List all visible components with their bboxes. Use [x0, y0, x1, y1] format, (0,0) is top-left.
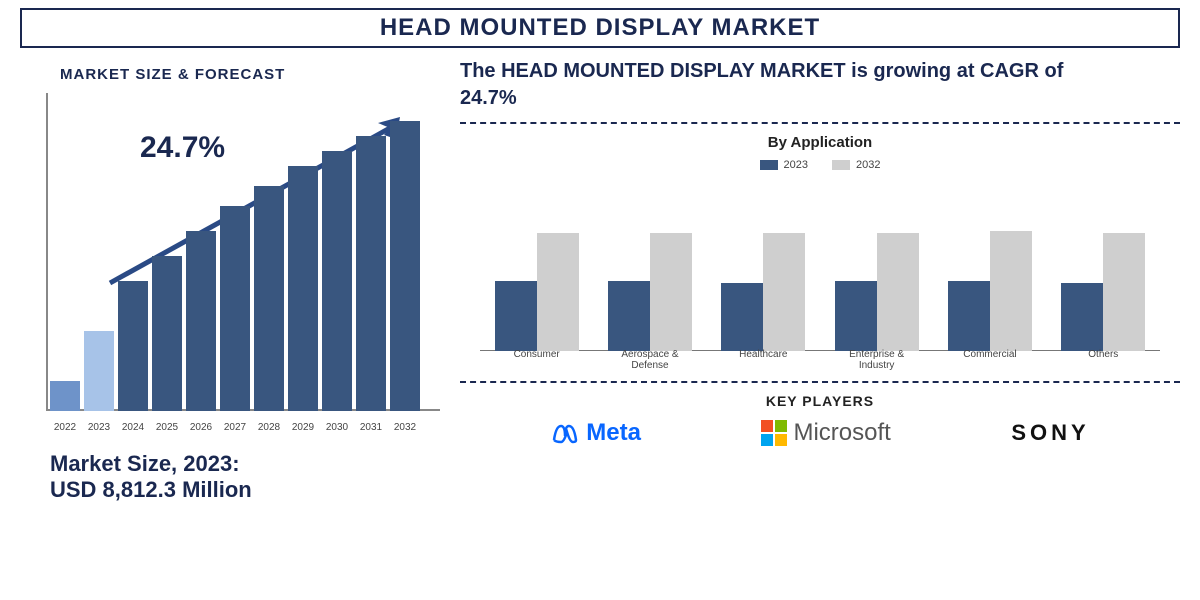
application-bar-group	[835, 233, 919, 351]
legend-label: 2032	[856, 159, 880, 171]
market-size-label: Market Size, 2023:	[50, 451, 440, 477]
forecast-bar	[356, 136, 386, 411]
application-bar-group	[721, 233, 805, 351]
forecast-bar	[186, 231, 216, 411]
player-microsoft: Microsoft	[761, 419, 890, 447]
forecast-bar	[84, 331, 114, 411]
legend-item: 2023	[760, 159, 808, 171]
forecast-bar	[322, 151, 352, 411]
forecast-bars	[50, 111, 440, 411]
application-bar-2023	[1061, 283, 1103, 351]
forecast-bar	[390, 121, 420, 411]
meta-logo-icon	[550, 422, 580, 444]
forecast-year-label: 2026	[186, 422, 216, 433]
application-bars	[480, 201, 1160, 351]
application-bar-2032	[650, 233, 692, 351]
application-bar-2023	[721, 283, 763, 351]
forecast-bar	[254, 186, 284, 411]
application-chart: Consumer Aerospace & Defense Healthcare Ent…	[470, 191, 1170, 371]
legend-item: 2032	[832, 159, 880, 171]
application-chart-title: By Application	[460, 134, 1180, 151]
player-microsoft-text: Microsoft	[793, 419, 890, 447]
divider-2	[460, 381, 1180, 383]
microsoft-logo-icon	[761, 420, 787, 446]
application-bar-2032	[877, 233, 919, 351]
application-bar-group	[495, 233, 579, 351]
application-bar-2023	[608, 281, 650, 351]
divider-1	[460, 122, 1180, 124]
main-columns: MARKET SIZE & FORECAST 24.7% 20222023202…	[20, 58, 1180, 503]
legend-label: 2023	[784, 159, 808, 171]
forecast-year-label: 2032	[390, 422, 420, 433]
application-bar-2023	[948, 281, 990, 351]
right-column: The HEAD MOUNTED DISPLAY MARKET is growi…	[460, 58, 1180, 503]
forecast-year-label: 2022	[50, 422, 80, 433]
market-size-value: USD 8,812.3 Million	[50, 477, 440, 503]
forecast-chart: 24.7% 2022202320242025202620272028202920…	[20, 93, 440, 433]
forecast-year-label: 2029	[288, 422, 318, 433]
forecast-bar	[152, 256, 182, 411]
market-size-block: Market Size, 2023: USD 8,812.3 Million	[50, 451, 440, 503]
player-meta: Meta	[550, 419, 641, 447]
forecast-bar	[220, 206, 250, 411]
forecast-year-label: 2025	[152, 422, 182, 433]
application-bar-group	[948, 231, 1032, 351]
forecast-year-label: 2031	[356, 422, 386, 433]
application-bar-2032	[763, 233, 805, 351]
application-bar-2032	[990, 231, 1032, 351]
application-bar-2023	[835, 281, 877, 351]
application-category-label: Others	[1058, 349, 1148, 371]
player-meta-text: Meta	[586, 419, 641, 447]
forecast-year-label: 2028	[254, 422, 284, 433]
left-column: MARKET SIZE & FORECAST 24.7% 20222023202…	[20, 58, 440, 503]
infographic-root: HEAD MOUNTED DISPLAY MARKET MARKET SIZE …	[0, 0, 1200, 600]
legend-swatch	[760, 160, 778, 170]
forecast-bar	[118, 281, 148, 411]
application-bar-2032	[1103, 233, 1145, 351]
player-sony-text: SONY	[1011, 420, 1089, 446]
application-category-label: Consumer	[492, 349, 582, 371]
key-players-label: KEY PLAYERS	[460, 393, 1180, 409]
title-bar: HEAD MOUNTED DISPLAY MARKET	[20, 8, 1180, 48]
key-players-row: Meta Microsoft SONY	[460, 419, 1180, 447]
forecast-label: MARKET SIZE & FORECAST	[60, 66, 440, 83]
player-sony: SONY	[1011, 420, 1089, 446]
forecast-year-label: 2027	[220, 422, 250, 433]
forecast-year-label: 2023	[84, 422, 114, 433]
headline-text: The HEAD MOUNTED DISPLAY MARKET is growi…	[460, 58, 1180, 112]
forecast-x-labels: 2022 2023 2024 2025 2026 2027 2028 2029 2030 2031…	[50, 422, 440, 433]
forecast-year-label: 2024	[118, 422, 148, 433]
application-x-labels: Consumer Aerospace & Defense Healthcare Ent…	[480, 349, 1160, 371]
application-category-label: Commercial	[945, 349, 1035, 371]
application-bar-group	[1061, 233, 1145, 351]
page-title: HEAD MOUNTED DISPLAY MARKET	[26, 14, 1174, 42]
forecast-year-label: 2030	[322, 422, 352, 433]
forecast-bar	[288, 166, 318, 411]
application-category-label: Aerospace & Defense	[605, 349, 695, 371]
application-category-label: Enterprise & Industry	[832, 349, 922, 371]
forecast-y-axis	[46, 93, 48, 411]
forecast-bar	[50, 381, 80, 411]
application-category-label: Healthcare	[718, 349, 808, 371]
application-bar-group	[608, 233, 692, 351]
application-bar-2023	[495, 281, 537, 351]
application-bar-2032	[537, 233, 579, 351]
legend-swatch	[832, 160, 850, 170]
application-legend: 2023 2032	[460, 159, 1180, 171]
